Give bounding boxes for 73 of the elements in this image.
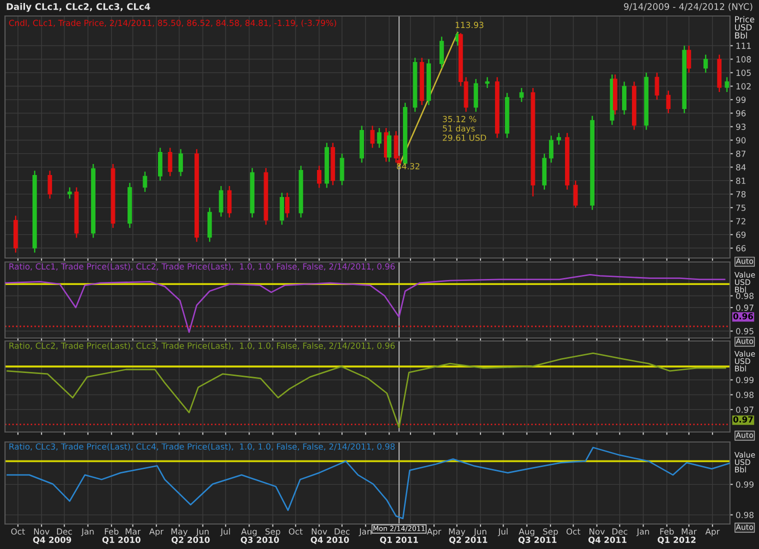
- y-tick-label: 111: [736, 42, 751, 49]
- y-tick-label: 81: [736, 178, 746, 184]
- x-tick-label: Nov: [312, 528, 328, 535]
- chart-title: Daily CLc1, CLc2, CLc3, CLc4: [6, 3, 150, 12]
- x-tick-label: Oct: [11, 528, 25, 535]
- annotation: 113.93: [456, 22, 484, 28]
- x-tick-label: Apr: [426, 528, 442, 536]
- x-tick-label: Jul: [498, 528, 508, 536]
- chart-subtitle: Ratio, CLc1, Trade Price(Last), CLc2, Trade Price(Last), 1.0, 1.0, False, False, 2/14/2011, 0.96: [9, 263, 395, 271]
- x-tick-label: Dec: [612, 528, 628, 535]
- y-tick-label: 102: [736, 83, 751, 90]
- x-tick-label: Nov: [590, 528, 605, 535]
- y-tick-label: 108: [736, 56, 751, 62]
- x-tick-label: Jul: [220, 528, 230, 536]
- y-tick-label: 0.97: [736, 304, 754, 311]
- text: 9/14/2009 - 4/24/2012 (NYC): [624, 3, 752, 12]
- x2-tick-label: Q4 2010: [310, 536, 349, 544]
- y-tick-label: 93: [736, 124, 746, 130]
- x2-tick-label: Q4 2011: [588, 536, 626, 544]
- x2-tick-label: Q3 2011: [518, 536, 556, 544]
- y-tick-label: 0.95: [736, 328, 754, 334]
- y-tick-label: 99: [736, 96, 746, 103]
- x-tick-label: Dec: [57, 528, 72, 535]
- x-tick-label: Jun: [474, 528, 486, 536]
- x-tick-label: Mar: [682, 528, 697, 535]
- x-tick-label: Jan: [636, 528, 649, 536]
- chart-subtitle: Ratio, CLc2, Trade Price(Last), CLc3, Trade Price(Last), 1.0, 1.0, False, False, 2/14/2011, 0.96: [9, 342, 395, 350]
- y-tick-label: 87: [736, 150, 746, 157]
- x-tick-label: Dec: [334, 528, 350, 535]
- y-tick-label: 0.98: [736, 512, 754, 518]
- x-tick-label: Jan: [81, 528, 94, 536]
- x-tick-label: Aug: [518, 528, 534, 536]
- y-tick-label: 0.99: [736, 481, 754, 488]
- y-tick-label: 0.98: [736, 392, 754, 398]
- x-tick-label: Apr: [705, 528, 720, 536]
- x2-tick-label: Q4 2009: [33, 536, 72, 544]
- y-tick-label: 78: [736, 191, 746, 198]
- x2-tick-label: Q2 2010: [172, 536, 210, 544]
- x2-tick-label: Q3 2010: [240, 536, 279, 544]
- x-tick-label: Sep: [265, 528, 280, 536]
- x-tick-label: Oct: [288, 528, 303, 535]
- x-tick-label: Apr: [149, 528, 164, 536]
- x-tick-label: Nov: [34, 528, 50, 535]
- y-tick-label: 84: [736, 164, 746, 170]
- y-axis-title: Price USD Bbl: [735, 16, 754, 39]
- x2-tick-label: Q2 2011: [449, 536, 488, 544]
- y-tick-label: 0.97: [736, 406, 754, 413]
- y-tick-label: 90: [736, 137, 746, 144]
- y-tick-label: 66: [736, 245, 746, 252]
- x-tick-label: Mar: [126, 528, 141, 535]
- x-tick-label: Sep: [543, 528, 558, 536]
- x2-tick-label: Q1 2012: [658, 536, 696, 544]
- x-tick-label: Feb: [660, 528, 674, 535]
- x2-tick-label: Q1 2011: [380, 536, 418, 544]
- x-tick-label: Jun: [196, 528, 209, 536]
- y-tick-label: 0.98: [736, 292, 754, 300]
- x2-tick-label: Q1 2010: [102, 536, 140, 544]
- text: 0.96: [733, 313, 754, 320]
- x-tick-label: Feb: [104, 528, 118, 535]
- x-tick-label: May: [449, 528, 466, 536]
- y-tick-label: 75: [736, 204, 746, 211]
- chart-subtitle: Cndl, CLc1, Trade Price, 2/14/2011, 85.50, 86.52, 84.58, 84.81, -1.19, (-3.79%): [9, 20, 336, 28]
- chart-subtitle: Ratio, CLc3, Trade Price(Last), CLc4, Trade Price(Last), 1.0, 1.0, False, False, 2/14/2011, 0.98: [9, 443, 395, 451]
- x-tick-label: Aug: [241, 528, 257, 536]
- y-tick-label: 96: [736, 110, 746, 116]
- annotation: 35.12 % 51 days 29.61 USD: [442, 116, 486, 141]
- y-tick-label: 72: [736, 218, 746, 224]
- y-tick-label: 105: [736, 70, 751, 76]
- y-tick-label: 0.99: [736, 376, 754, 384]
- x-tick-label: May: [171, 528, 188, 536]
- x-tick-label: Jan: [358, 528, 372, 536]
- y-tick-label: 69: [736, 232, 746, 238]
- x-tick-label: Oct: [566, 528, 580, 535]
